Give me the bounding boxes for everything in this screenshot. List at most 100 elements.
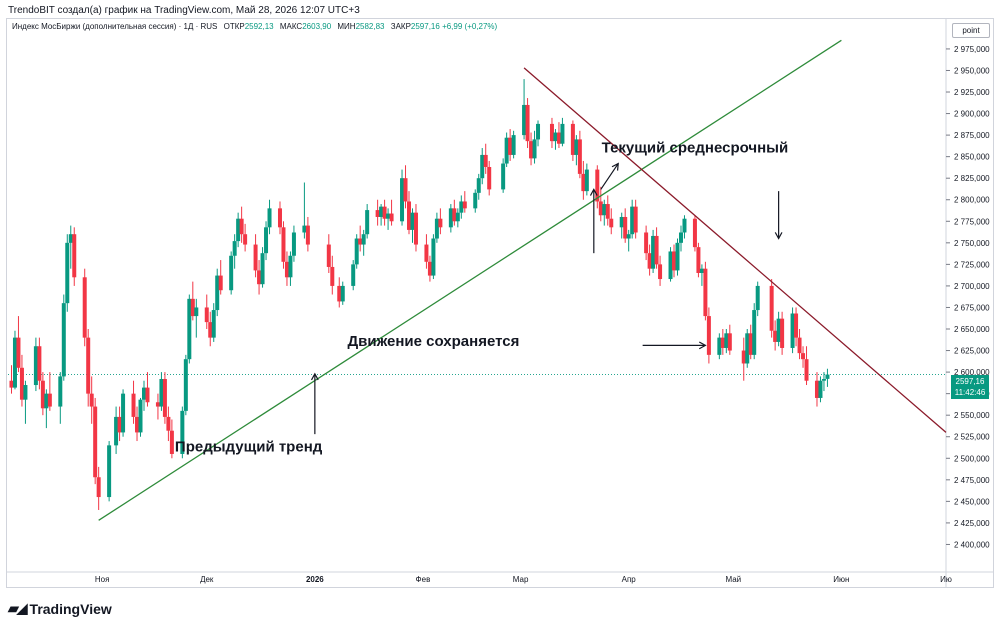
candle-body	[19, 367, 24, 400]
candle-body	[581, 173, 586, 192]
candle-body	[47, 393, 52, 407]
candle-body	[654, 235, 659, 265]
candle-body	[717, 337, 722, 355]
y-tick-label: 2 725,000	[954, 260, 990, 269]
candle-body	[169, 430, 174, 454]
high-value: 2603,90	[302, 22, 332, 31]
candle-body	[326, 244, 331, 267]
y-tick-label: 2 425,000	[954, 519, 990, 528]
x-tick-label: Мар	[513, 575, 529, 584]
candle-body	[337, 285, 342, 302]
candle-body	[72, 234, 77, 278]
y-tick-label: 2 900,000	[954, 110, 990, 119]
candle-body	[605, 204, 610, 219]
low-value: 2582,83	[355, 22, 385, 31]
candle-body	[204, 307, 209, 323]
candle-body	[556, 132, 561, 144]
tradingview-logo[interactable]: ▰◢ TradingView	[8, 600, 112, 617]
x-tick-label: Ноя	[95, 575, 110, 584]
y-tick-label: 2 675,000	[954, 303, 990, 312]
candle-body	[183, 359, 188, 411]
y-tick-label: 2 975,000	[954, 45, 990, 54]
candle-body	[277, 208, 282, 228]
candle-body	[501, 163, 506, 190]
candle-body	[187, 298, 192, 360]
candle-body	[720, 337, 725, 348]
candle-body	[257, 270, 262, 285]
candle-body	[351, 264, 356, 286]
candle-body	[780, 318, 785, 348]
candle-body	[375, 210, 380, 217]
arrow-shaft	[600, 163, 619, 190]
candle-body	[264, 227, 269, 254]
candle-body	[288, 255, 293, 278]
candle-body	[675, 242, 680, 271]
candle-body	[386, 213, 391, 219]
candle-body	[480, 154, 485, 179]
candle-body	[354, 238, 359, 265]
candle-body	[117, 416, 122, 433]
candle-body	[58, 376, 63, 407]
candle-body	[253, 244, 258, 271]
high-label: МАКС	[279, 22, 303, 31]
arrow-head	[611, 162, 619, 171]
candle-body	[243, 234, 248, 245]
scale-mode-button[interactable]: point	[952, 23, 990, 38]
bar-countdown: 11:42:46	[954, 388, 986, 397]
candle-body	[804, 359, 809, 381]
candle-body	[703, 268, 708, 317]
candle-body	[194, 307, 199, 317]
candle-body	[232, 241, 237, 256]
candle-body	[260, 253, 265, 285]
y-tick-label: 2 650,000	[954, 325, 990, 334]
candle-body	[623, 216, 628, 239]
candle-body	[647, 253, 652, 269]
candle-body	[68, 234, 73, 243]
candle-body	[748, 333, 753, 355]
candle-body	[633, 206, 638, 233]
candle-body	[459, 201, 464, 213]
x-tick-label: Фев	[416, 575, 431, 584]
annotation-text: Движение сохраняется	[347, 333, 519, 350]
candle-body	[82, 277, 87, 338]
candle-body	[239, 218, 244, 235]
y-tick-label: 2 525,000	[954, 433, 990, 442]
change-value: +6,99 (+0,27%)	[442, 22, 498, 31]
candle-body	[619, 216, 624, 228]
candle-body	[89, 393, 94, 407]
candle-body	[389, 213, 394, 222]
candle-body	[86, 337, 91, 394]
candle-body	[473, 192, 478, 209]
candle-body	[166, 416, 171, 431]
y-tick-label: 2 600,000	[954, 368, 990, 377]
candle-body	[138, 399, 143, 433]
candle-body	[361, 234, 366, 245]
y-tick-label: 2 925,000	[954, 88, 990, 97]
candle-body	[570, 123, 575, 155]
y-tick-label: 2 475,000	[954, 476, 990, 485]
candle-body	[424, 244, 429, 262]
candle-body	[814, 380, 819, 398]
candle-body	[12, 337, 17, 388]
candle-body	[162, 378, 167, 417]
candle-body	[487, 166, 492, 190]
candle-body	[141, 387, 146, 400]
candle-body	[483, 154, 488, 167]
candle-body	[114, 416, 119, 446]
chart-frame	[6, 18, 994, 588]
candle-body	[696, 247, 701, 273]
candle-body	[40, 380, 45, 409]
candle-body	[65, 242, 70, 304]
arrow-head	[310, 372, 319, 381]
candle-body	[525, 104, 530, 142]
y-tick-label: 2 875,000	[954, 131, 990, 140]
open-label: ОТКР	[223, 22, 245, 31]
candle-body	[284, 261, 289, 278]
candle-body	[403, 178, 408, 202]
y-tick-label: 2 700,000	[954, 282, 990, 291]
y-tick-label: 2 550,000	[954, 411, 990, 420]
candle-body	[61, 303, 66, 377]
candle-body	[462, 201, 467, 209]
candle-body	[794, 313, 799, 338]
